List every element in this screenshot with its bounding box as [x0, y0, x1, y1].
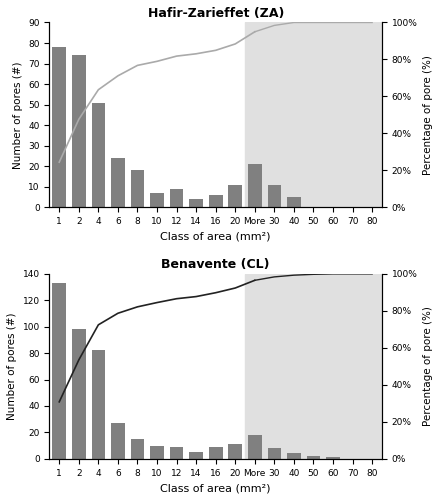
Y-axis label: Percentage of pore (%): Percentage of pore (%)	[423, 55, 433, 175]
Bar	[72, 56, 86, 208]
Bar	[170, 189, 183, 208]
Bar	[111, 158, 125, 208]
Bar	[150, 446, 164, 459]
Bar	[111, 423, 125, 459]
Y-axis label: Percentage of pore (%): Percentage of pore (%)	[423, 306, 433, 426]
Bar	[52, 47, 66, 207]
Bar	[245, 22, 382, 208]
Bar	[170, 447, 183, 459]
X-axis label: Class of area (mm²): Class of area (mm²)	[161, 232, 271, 241]
Bar	[92, 102, 105, 208]
Bar	[228, 185, 242, 208]
Bar	[209, 447, 223, 459]
Bar	[150, 193, 164, 208]
Bar	[131, 170, 144, 207]
Bar	[131, 439, 144, 459]
Bar	[92, 350, 105, 459]
Title: Benavente (CL): Benavente (CL)	[161, 258, 270, 272]
Y-axis label: Number of pores (#): Number of pores (#)	[7, 312, 17, 420]
Y-axis label: Number of pores (#): Number of pores (#)	[13, 61, 23, 168]
Bar	[189, 452, 203, 459]
Bar	[209, 195, 223, 207]
Bar	[248, 164, 262, 208]
Bar	[189, 199, 203, 207]
Bar	[52, 283, 66, 459]
Bar	[268, 185, 281, 208]
Bar	[228, 444, 242, 459]
Bar	[307, 456, 320, 459]
Bar	[248, 435, 262, 459]
Title: Hafir-Zarieffet (ZA): Hafir-Zarieffet (ZA)	[147, 7, 284, 20]
Bar	[245, 274, 382, 459]
X-axis label: Class of area (mm²): Class of area (mm²)	[161, 483, 271, 493]
Bar	[268, 448, 281, 459]
Bar	[287, 454, 301, 459]
Bar	[326, 458, 340, 459]
Bar	[72, 330, 86, 459]
Bar	[287, 197, 301, 207]
